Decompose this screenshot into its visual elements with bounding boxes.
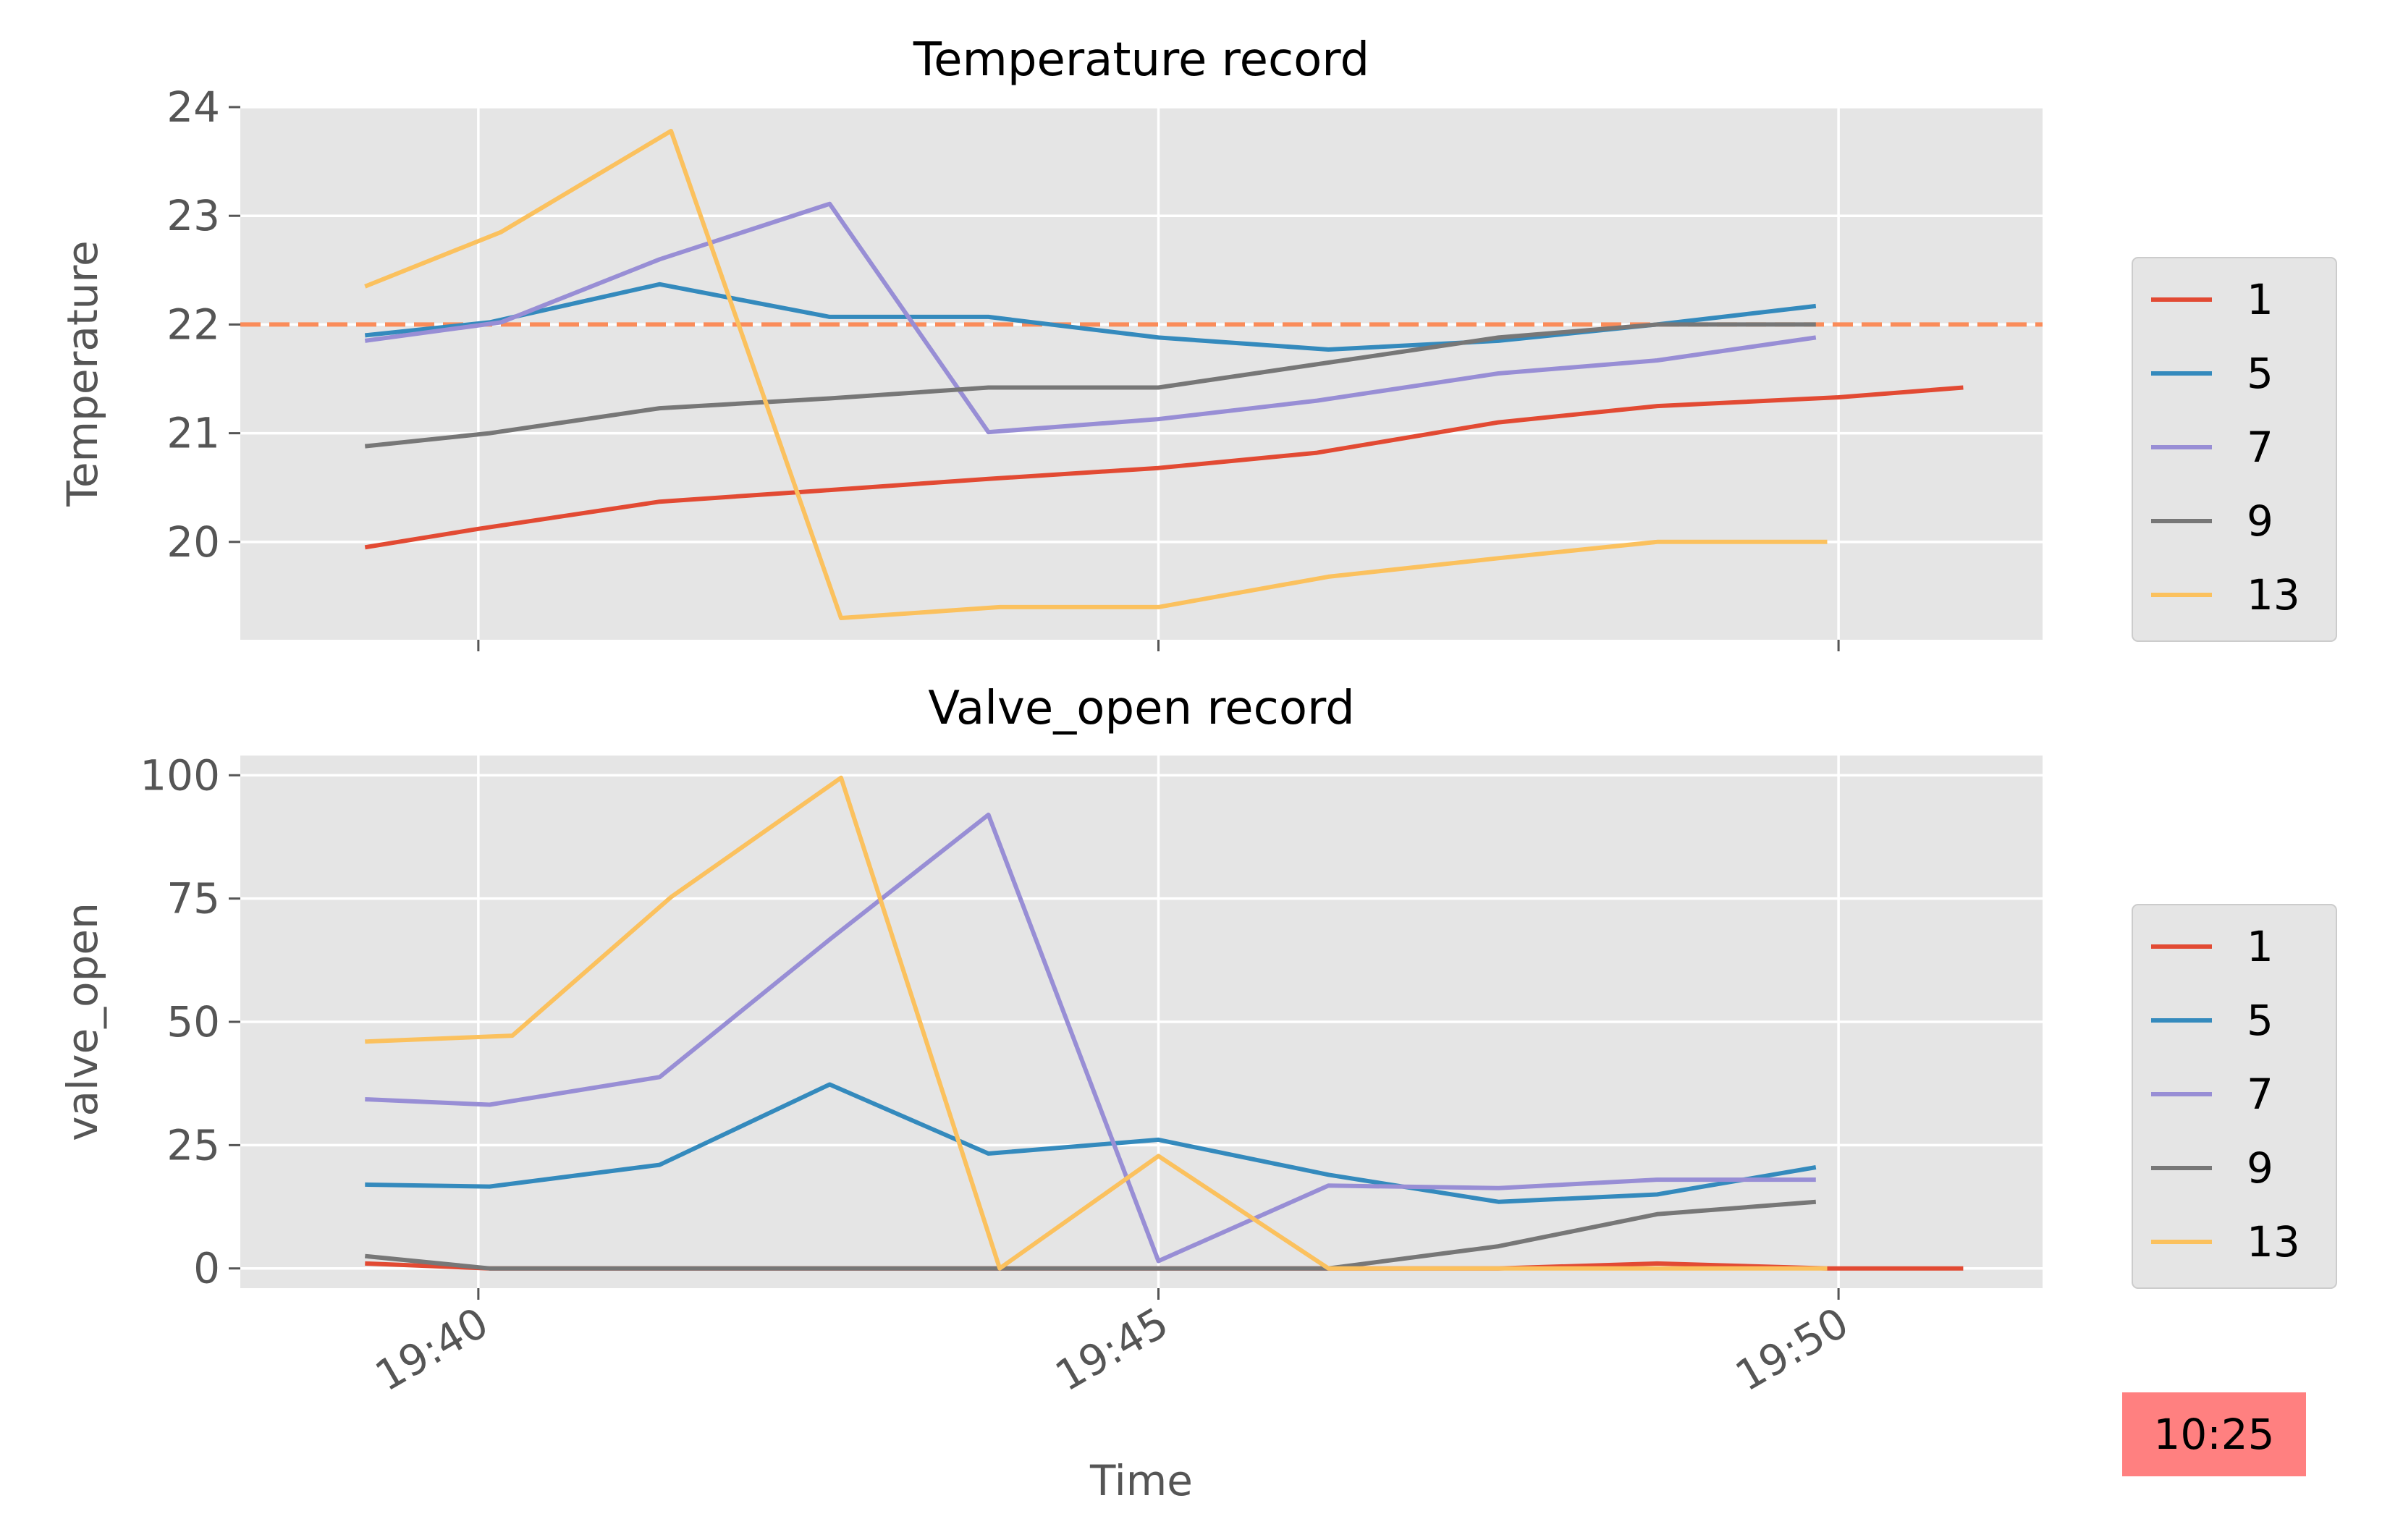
y-tick-label: 0	[193, 1244, 220, 1293]
legend: 1 5 7 9 13	[2132, 904, 2337, 1289]
series-line-5	[365, 1082, 1817, 1204]
legend-label-9: 9	[2247, 1143, 2273, 1193]
series-line-9	[365, 1199, 1817, 1271]
chart-title: Valve_open record	[928, 682, 1355, 735]
legend-label-13: 13	[2247, 570, 2300, 619]
x-tick-label: 19:40	[367, 1298, 497, 1400]
y-tick-label: 20	[166, 517, 220, 567]
y-tick-label: 100	[140, 750, 220, 800]
legend-label-5: 5	[2247, 349, 2273, 398]
series-line-13	[365, 775, 1828, 1271]
legend-label-5: 5	[2247, 996, 2273, 1045]
time-badge: 10:25	[2122, 1392, 2306, 1476]
chart-title: Temperature record	[913, 33, 1369, 87]
series-line-7	[365, 812, 1816, 1264]
y-tick-label: 24	[166, 82, 220, 132]
legend-label-1: 1	[2247, 275, 2273, 324]
y-tick-label: 50	[166, 997, 220, 1046]
x-tick-label: 19:50	[1727, 1298, 1857, 1400]
series-line-9	[364, 322, 1816, 449]
x-axis-label: Time	[1089, 1456, 1193, 1505]
legend-label-7: 7	[2247, 1070, 2273, 1119]
temperature-chart: 20 21 22 23 24 Temperature record Temperature 1…	[58, 33, 2337, 651]
legend-label-13: 13	[2247, 1217, 2300, 1266]
time-badge-bg	[2122, 1392, 2306, 1476]
legend-box	[2132, 904, 2337, 1289]
plot-area	[240, 107, 2043, 640]
y-tick-label: 75	[166, 874, 220, 923]
y-tick-label: 23	[166, 191, 220, 240]
series-line-7	[364, 201, 1817, 435]
y-axis-label: valve_open	[58, 902, 107, 1141]
legend-label-1: 1	[2247, 922, 2273, 971]
time-badge-text: 10:25	[2153, 1410, 2274, 1459]
y-tick-label: 25	[166, 1120, 220, 1169]
y-tick-label: 21	[166, 409, 220, 458]
x-tick-label: 19:45	[1047, 1298, 1177, 1400]
legend-label-9: 9	[2247, 496, 2273, 546]
legend: 1 5 7 9 13	[2132, 257, 2337, 642]
series-line-1	[364, 385, 1964, 550]
legend-box	[2132, 257, 2337, 642]
y-tick-label: 22	[166, 300, 220, 349]
legend-label-7: 7	[2247, 423, 2273, 472]
series-line-13	[364, 129, 1828, 620]
y-axis-label: Temperature	[58, 240, 107, 507]
